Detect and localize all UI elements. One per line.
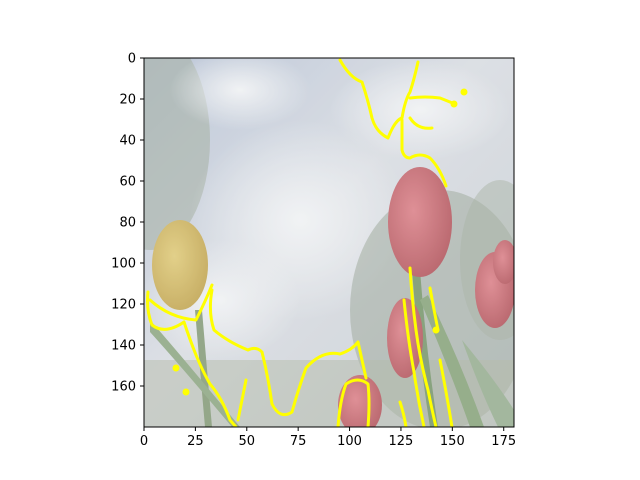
edge-dot <box>432 326 440 334</box>
edge-contour <box>148 283 214 322</box>
x-tick-label: 25 <box>187 434 204 449</box>
x-tick-label: 50 <box>239 434 256 449</box>
y-tick-label: 160 <box>111 380 136 395</box>
x-tick-label: 75 <box>290 434 307 449</box>
edge-contour <box>428 286 440 332</box>
edge-contour <box>408 266 438 427</box>
edge-dot <box>172 364 180 372</box>
edge-contour <box>236 378 248 422</box>
axes-frame <box>143 57 515 428</box>
x-axis: 0 25 50 75 100 125 150 175 <box>140 427 516 449</box>
x-tick-label: 125 <box>389 434 414 449</box>
x-tick-label: 100 <box>337 434 362 449</box>
x-tick-label: 150 <box>440 434 465 449</box>
x-tick-label: 0 <box>140 434 148 449</box>
y-tick-label: 20 <box>119 93 136 108</box>
y-axis: 0 20 40 60 80 100 120 140 160 <box>111 52 144 395</box>
edge-contour <box>336 378 371 427</box>
yellow-edge-overlay <box>146 58 468 427</box>
edge-contour <box>208 288 368 417</box>
edge-dot <box>450 100 458 108</box>
x-tick-label: 175 <box>491 434 516 449</box>
y-tick-label: 100 <box>111 257 136 272</box>
y-tick-label: 80 <box>119 216 136 231</box>
edge-dot <box>460 88 468 96</box>
edge-dot <box>182 388 190 396</box>
y-tick-label: 120 <box>111 298 136 313</box>
y-tick-label: 0 <box>128 52 136 67</box>
edge-contour <box>402 298 426 427</box>
tulip-photo <box>144 58 514 427</box>
edge-contour <box>338 58 420 140</box>
edge-contour <box>408 116 434 130</box>
edge-contour <box>438 358 454 427</box>
edge-contour <box>400 118 448 188</box>
edge-contour <box>398 400 408 427</box>
y-tick-label: 140 <box>111 339 136 354</box>
y-tick-label: 60 <box>119 175 136 190</box>
edge-contour <box>146 290 238 427</box>
y-tick-label: 40 <box>119 134 136 149</box>
